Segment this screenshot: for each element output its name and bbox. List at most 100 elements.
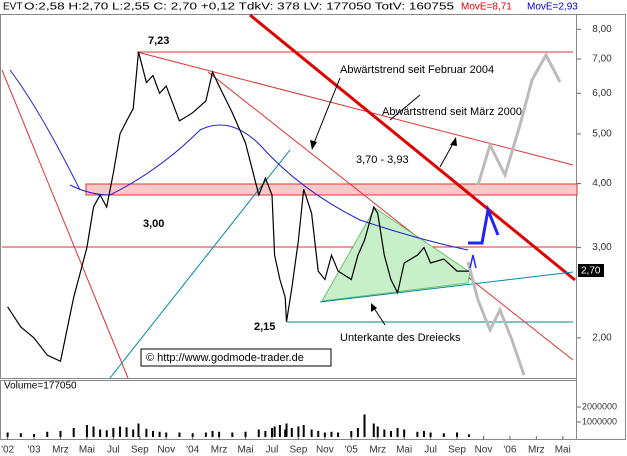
projection-up [476, 51, 562, 186]
projection-down [466, 261, 526, 376]
arrow-head [371, 303, 377, 312]
moving-average [9, 69, 81, 191]
x-tick-label: '03 [28, 445, 41, 456]
volume-bar [218, 431, 221, 437]
projection-blue [468, 204, 500, 245]
price-line [7, 51, 469, 363]
annotation: 2,15 [254, 321, 275, 333]
annotation: Abwärtstrend seit Februar 2004 [340, 64, 494, 76]
axis-frame [576, 14, 626, 440]
volume-tick-label: 1000000 [582, 416, 617, 426]
volume-bar [178, 432, 181, 437]
annotation: 7,23 [148, 35, 169, 47]
volume-bar [442, 433, 445, 437]
x-tick-label: '05 [345, 445, 358, 456]
volume-bar [33, 434, 36, 437]
volume-bar [456, 432, 459, 437]
volume-bar [191, 433, 194, 437]
x-tick-label: Mrz [52, 445, 69, 456]
x-tick-label: Mai [79, 445, 95, 456]
trend-line [1, 69, 129, 379]
volume-bar [85, 425, 88, 437]
x-tick-label: Sep [448, 445, 466, 456]
arrow [311, 77, 341, 149]
last-price-box [578, 264, 604, 277]
support-line [109, 149, 291, 379]
volume-bar [99, 429, 102, 437]
resistance-zone [85, 183, 578, 196]
volume-bar [285, 423, 288, 437]
volume-bar [59, 431, 62, 437]
x-tick-label: Mai [396, 445, 412, 456]
x-tick-label: Mrz [369, 445, 386, 456]
arrow-head [310, 140, 317, 150]
volume-bar [244, 431, 247, 437]
x-tick-label: Mrz [211, 445, 228, 456]
support-line [319, 271, 574, 303]
volume-bar [422, 431, 425, 437]
annotation: Unterkante des Dreiecks [340, 332, 461, 344]
x-tick-label: Mai [237, 445, 253, 456]
volume-bar [231, 432, 234, 437]
trend-line [136, 51, 574, 166]
volume-bar [19, 433, 22, 437]
volume-bar [350, 431, 353, 437]
volume-bar [323, 432, 326, 437]
volume-bar [137, 423, 140, 437]
volume-bar [356, 428, 359, 437]
volume-bar [118, 426, 121, 437]
volume-bar [396, 428, 399, 437]
source: © http://www.godmode-trader.de [146, 352, 304, 364]
volume-bar [273, 426, 276, 437]
volume-bar [132, 429, 135, 437]
x-tick-label: Sep [290, 445, 308, 456]
ma-label: MovE=2,93 [527, 2, 578, 13]
y-tick-label: 7,00 [592, 54, 612, 65]
ohlc: O:2,58 H:2,70 L:2,55 C: 2,70 +0,12 TdkV:… [24, 2, 455, 13]
main-trend-line [249, 13, 576, 282]
ma-label: MovE=8,71 [461, 2, 512, 13]
x-tick-label: Sep [131, 445, 149, 456]
volume-bar [284, 429, 287, 437]
volume-bar [429, 432, 432, 437]
projection-blue [469, 254, 477, 269]
annotation: 3,00 [143, 218, 164, 230]
y-tick-label: 8,00 [592, 24, 612, 35]
x-tick-label: Jul [107, 445, 120, 456]
y-tick-label: 3,00 [592, 242, 612, 253]
x-tick-label: '06 [503, 445, 516, 456]
volume-bar [105, 430, 108, 437]
volume-bar [376, 426, 379, 437]
volume-bar [372, 423, 375, 437]
symbol: EVT [3, 2, 22, 13]
arrow [389, 94, 421, 121]
y-tick-label: 2,00 [592, 333, 612, 344]
volume-bar [297, 426, 300, 437]
volume-tick-label: 2000000 [582, 401, 617, 411]
x-tick-label: Jul [424, 445, 437, 456]
x-tick-label: Jul [266, 445, 279, 456]
x-tick-label: '04 [186, 445, 199, 456]
volume-bar [403, 429, 406, 437]
x-tick-label: Mai [555, 445, 571, 456]
x-tick-label: Nov [475, 445, 493, 456]
x-tick-label: Mrz [528, 445, 545, 456]
volume-bar [337, 432, 340, 437]
volume-bar [290, 428, 293, 437]
volume-bar [211, 431, 214, 437]
volume-bar [204, 432, 207, 437]
volume-bar [6, 432, 9, 437]
y-tick-label: 6,00 [592, 88, 612, 99]
x-tick-label: Nov [316, 445, 334, 456]
source-box [140, 348, 332, 367]
volume-bar [145, 428, 148, 437]
volume-bar [302, 425, 305, 437]
volume-bar [389, 431, 392, 437]
arrow-head [450, 137, 457, 146]
annotation: Abwärtstrend seit März 2000 [382, 106, 522, 118]
volume-bar [125, 427, 128, 437]
volume-bar [112, 428, 115, 437]
volume-bar [467, 434, 470, 437]
